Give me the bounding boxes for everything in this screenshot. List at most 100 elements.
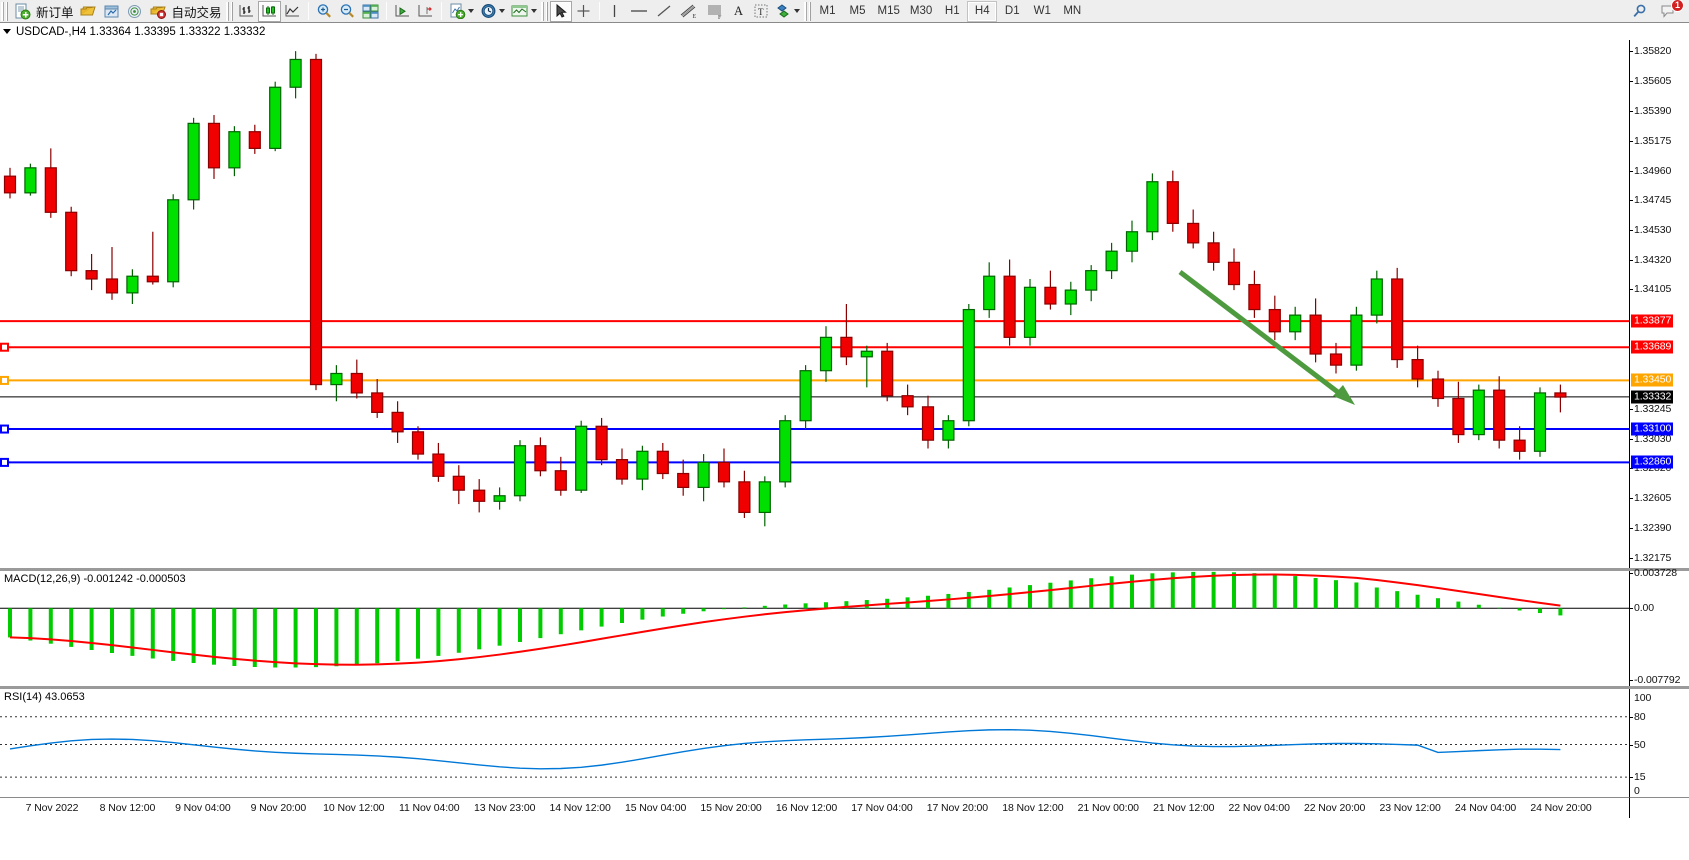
chart-container[interactable]: USDCAD-,H4 1.33364 1.33395 1.33322 1.333… <box>0 23 1689 860</box>
bar-chart-button[interactable] <box>235 1 258 22</box>
indicators-button[interactable] <box>446 1 477 22</box>
candlestick-chart-button[interactable] <box>257 0 281 22</box>
timeframe-d1[interactable]: D1 <box>1004 5 1020 17</box>
navigator-button[interactable] <box>100 1 123 22</box>
price-axis[interactable]: 1.35820 1.35605 1.35390 1.35175 1.34960 1.347… <box>1629 40 1689 568</box>
rsi-chart <box>0 716 1629 778</box>
strategy-tester-button[interactable] <box>123 1 146 22</box>
crosshair-button[interactable] <box>572 1 595 22</box>
rsi-tick: 100 <box>1634 692 1652 705</box>
chevron-down-icon-2[interactable] <box>498 9 505 13</box>
auto-trading-label[interactable]: 自动交易 <box>171 5 222 20</box>
notifications-button[interactable]: 1 <box>1657 0 1684 22</box>
chart-shift-icon <box>418 5 432 17</box>
toolbar-separator-3 <box>440 2 442 20</box>
price-plot-area[interactable] <box>0 40 1629 568</box>
symbol-header[interactable]: USDCAD-,H4 1.33364 1.33395 1.33322 1.333… <box>0 23 1689 40</box>
price-level-label-last-price[interactable]: 1.33332 <box>1631 390 1674 404</box>
timeframe-m1[interactable]: M1 <box>819 5 836 17</box>
rsi-tick: 15 <box>1630 771 1646 783</box>
macd-label: MACD(12,26,9) -0.001242 -0.000503 <box>4 573 186 585</box>
equidistant-channel-button[interactable]: E <box>676 1 702 22</box>
chevron-down-icon-4[interactable] <box>793 9 800 13</box>
timeframe-m5[interactable]: M5 <box>849 5 866 17</box>
time-tick: 18 Nov 12:00 <box>1002 802 1064 814</box>
zoom-in-icon <box>317 4 331 18</box>
time-tick: 8 Nov 12:00 <box>99 802 156 814</box>
chart-shift-button[interactable] <box>414 1 437 22</box>
tile-windows-button[interactable] <box>359 1 382 22</box>
time-axis[interactable]: 7 Nov 2022 8 Nov 12:00 9 Nov 04:00 9 Nov 20… <box>0 797 1629 818</box>
shapes-button[interactable] <box>772 1 803 22</box>
price-level-label-support[interactable]: 1.33100 <box>1631 422 1674 436</box>
rsi-axis[interactable]: 100 80 50 15 0 <box>1629 689 1689 797</box>
auto-scroll-button[interactable] <box>391 1 414 22</box>
axis-corner <box>1629 797 1689 818</box>
search-icon <box>1633 4 1646 17</box>
time-tick: 14 Nov 12:00 <box>549 802 611 814</box>
macd-pane[interactable]: MACD(12,26,9) -0.001242 -0.000503 0.0037… <box>0 567 1689 686</box>
text-label-button[interactable]: T <box>750 1 772 22</box>
svg-text:F: F <box>718 15 722 19</box>
time-tick: 22 Nov 04:00 <box>1228 802 1290 814</box>
cursor-icon <box>556 3 567 18</box>
price-level-label-resistance[interactable]: 1.33877 <box>1631 314 1674 328</box>
time-tick: 9 Nov 20:00 <box>250 802 307 814</box>
time-tick: 24 Nov 04:00 <box>1454 802 1517 814</box>
toolbar-grip[interactable] <box>1 1 8 21</box>
line-chart-button[interactable] <box>281 1 304 22</box>
timeframe-h1[interactable]: H1 <box>944 5 960 17</box>
timeframe-mn[interactable]: MN <box>1063 5 1082 17</box>
time-tick: 9 Nov 04:00 <box>175 802 231 814</box>
auto-scroll-icon <box>395 5 409 17</box>
data-window-button[interactable] <box>77 1 100 22</box>
toolbar-grip-4[interactable] <box>803 1 811 21</box>
macd-plot-area[interactable] <box>0 571 1629 686</box>
text-button[interactable]: A <box>728 1 750 22</box>
chevron-down-icon-3[interactable] <box>530 9 537 13</box>
templates-button[interactable] <box>508 1 540 22</box>
fibonacci-icon: F <box>707 5 722 19</box>
new-order-button[interactable] <box>10 1 33 22</box>
toolbar-grip-2[interactable] <box>225 1 233 21</box>
new-order-label[interactable]: 新订单 <box>36 5 74 20</box>
zoom-in-button[interactable] <box>313 1 336 22</box>
timeframe-h4[interactable]: H4 <box>967 0 998 22</box>
price-tick: 1.34960 <box>1630 165 1671 177</box>
rsi-plot-area[interactable] <box>0 689 1629 797</box>
vertical-line-button[interactable] <box>604 1 626 22</box>
trendline-button[interactable] <box>652 1 676 22</box>
candlestick-chart <box>0 51 1629 527</box>
price-level-label-pivot[interactable]: 1.33450 <box>1631 373 1674 387</box>
rsi-tick: 80 <box>1630 711 1646 723</box>
price-tick: 1.34320 <box>1630 254 1671 266</box>
main-toolbar: 新订单 <box>0 0 1689 23</box>
auto-trading-button[interactable] <box>146 1 169 22</box>
timeframe-m30[interactable]: M30 <box>909 5 933 17</box>
price-pane[interactable]: 1.35820 1.35605 1.35390 1.35175 1.34960 1.347… <box>0 40 1689 568</box>
new-order-icon <box>15 3 31 19</box>
timeframe-w1[interactable]: W1 <box>1033 5 1051 17</box>
price-level-label-resistance[interactable]: 1.33689 <box>1631 340 1674 354</box>
toolbar-grip-3[interactable] <box>540 1 548 21</box>
timeframe-m15[interactable]: M15 <box>877 5 900 17</box>
rsi-pane[interactable]: RSI(14) 43.0653 100 80 50 15 0 <box>0 686 1689 797</box>
fibonacci-button[interactable]: F <box>702 1 728 22</box>
zoom-out-button[interactable] <box>336 1 359 22</box>
cursor-button[interactable] <box>549 0 572 22</box>
search-button[interactable] <box>1628 1 1651 22</box>
time-tick: 13 Nov 23:00 <box>474 802 536 814</box>
navigator-icon <box>104 5 119 17</box>
chevron-down-icon[interactable] <box>467 9 474 13</box>
macd-axis[interactable]: 0.003728 0.00 -0.007792 <box>1629 567 1689 686</box>
chart-menu-triangle-icon[interactable] <box>3 29 11 34</box>
price-tick: 1.33245 <box>1630 403 1671 415</box>
periods-button[interactable] <box>477 1 508 22</box>
price-tick: 1.32605 <box>1630 492 1671 504</box>
horizontal-line-button[interactable] <box>626 1 652 22</box>
price-level-label-support[interactable]: 1.32860 <box>1631 455 1674 469</box>
price-tick: 1.35175 <box>1630 135 1671 147</box>
toolbar-separator-1 <box>307 2 309 20</box>
line-chart-icon <box>285 5 299 17</box>
